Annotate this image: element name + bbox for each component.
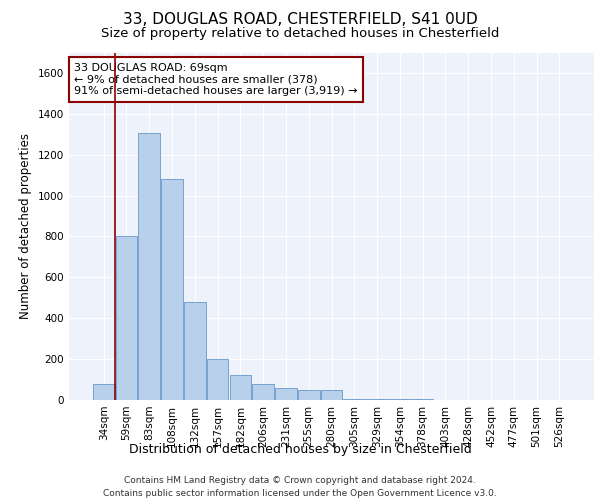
Text: Size of property relative to detached houses in Chesterfield: Size of property relative to detached ho… <box>101 28 499 40</box>
Bar <box>298 390 320 400</box>
Bar <box>320 390 343 400</box>
Bar <box>207 359 229 400</box>
Bar <box>230 376 251 400</box>
Bar <box>93 384 115 400</box>
Text: Distribution of detached houses by size in Chesterfield: Distribution of detached houses by size … <box>128 442 472 456</box>
Bar <box>161 179 183 400</box>
Bar <box>116 236 137 400</box>
Bar <box>184 302 206 400</box>
Text: 33, DOUGLAS ROAD, CHESTERFIELD, S41 0UD: 33, DOUGLAS ROAD, CHESTERFIELD, S41 0UD <box>122 12 478 28</box>
Bar <box>343 399 365 400</box>
Bar <box>139 133 160 400</box>
Text: Contains public sector information licensed under the Open Government Licence v3: Contains public sector information licen… <box>103 489 497 498</box>
Text: 33 DOUGLAS ROAD: 69sqm
← 9% of detached houses are smaller (378)
91% of semi-det: 33 DOUGLAS ROAD: 69sqm ← 9% of detached … <box>74 63 358 96</box>
Y-axis label: Number of detached properties: Number of detached properties <box>19 133 32 320</box>
Bar <box>275 388 297 400</box>
Bar <box>253 384 274 400</box>
Text: Contains HM Land Registry data © Crown copyright and database right 2024.: Contains HM Land Registry data © Crown c… <box>124 476 476 485</box>
